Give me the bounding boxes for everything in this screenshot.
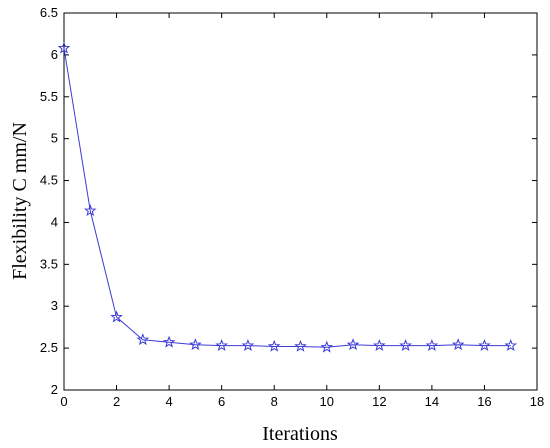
y-tick-label: 3 — [51, 298, 58, 313]
x-tick-label: 6 — [218, 394, 225, 409]
y-tick-label: 4 — [51, 214, 58, 229]
y-axis-ticks: 2 2.5 3 3.5 4 4.5 5 5.5 6 6.5 — [40, 5, 537, 397]
data-point-star — [294, 339, 307, 352]
y-tick-label: 3.5 — [40, 256, 58, 271]
data-point-star — [215, 338, 228, 351]
x-tick-label: 18 — [530, 394, 544, 409]
series-layer — [57, 41, 518, 353]
x-axis-label: Iterations — [262, 423, 338, 445]
data-point-star — [57, 41, 71, 54]
y-tick-label: 6 — [51, 47, 58, 62]
series-line — [63, 48, 511, 348]
x-tick-label: 16 — [477, 394, 491, 409]
data-point-star — [110, 310, 123, 323]
y-tick-label: 5.5 — [40, 89, 58, 104]
data-point-star — [267, 339, 281, 352]
x-tick-label: 4 — [165, 394, 172, 409]
data-point-star — [83, 204, 97, 217]
data-point-star — [504, 338, 518, 351]
x-tick-label: 14 — [425, 394, 439, 409]
data-point-star — [478, 338, 491, 351]
data-point-star — [373, 338, 386, 351]
y-tick-label: 2.5 — [40, 340, 58, 355]
data-point-star — [241, 338, 255, 351]
data-point-star — [162, 335, 176, 348]
data-point-star — [346, 338, 360, 351]
data-point-star — [136, 333, 150, 346]
x-tick-label: 12 — [372, 394, 386, 409]
x-tick-label: 8 — [271, 394, 278, 409]
data-point-star — [451, 338, 465, 351]
data-point-star — [425, 338, 439, 351]
data-point-star — [189, 338, 202, 351]
y-tick-label: 2 — [51, 382, 58, 397]
x-tick-label: 2 — [113, 394, 120, 409]
y-tick-label: 5 — [51, 131, 58, 146]
y-tick-label: 4.5 — [40, 173, 58, 188]
data-point-star — [399, 338, 412, 351]
x-axis-ticks: 0 2 4 6 8 10 12 14 16 18 — [60, 13, 544, 409]
y-axis-label: Flexibility C mm/N — [9, 122, 31, 280]
x-tick-label: 0 — [60, 394, 67, 409]
data-point-star — [320, 340, 334, 353]
y-tick-label: 6.5 — [40, 5, 58, 20]
plot-area — [63, 12, 538, 391]
x-tick-label: 10 — [320, 394, 334, 409]
